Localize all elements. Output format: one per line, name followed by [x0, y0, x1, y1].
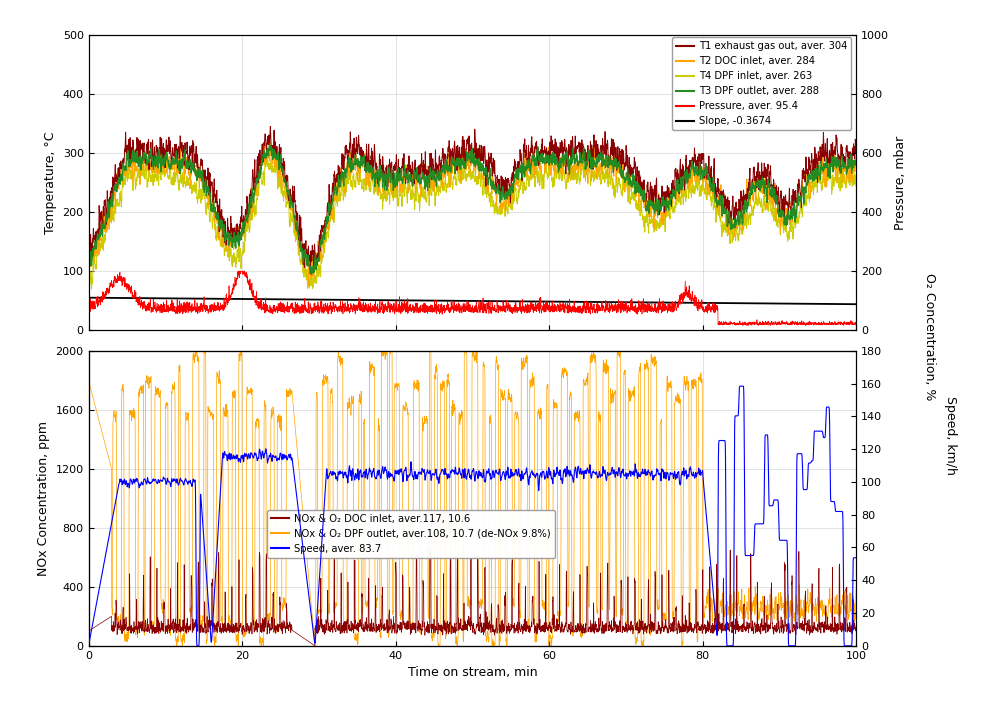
Legend: T1 exhaust gas out, aver. 304, T2 DOC inlet, aver. 284, T4 DPF inlet, aver. 263,: T1 exhaust gas out, aver. 304, T2 DOC in… — [672, 37, 851, 130]
X-axis label: Time on stream, min: Time on stream, min — [407, 666, 537, 680]
Y-axis label: NOx Concentration, ppm: NOx Concentration, ppm — [37, 420, 50, 576]
Text: Speed, km/h: Speed, km/h — [944, 396, 957, 475]
Y-axis label: Temperature, °C: Temperature, °C — [44, 131, 57, 234]
Text: O₂ Concentration, %: O₂ Concentration, % — [923, 273, 937, 401]
Y-axis label: Pressure, mbar: Pressure, mbar — [894, 135, 907, 230]
Legend: NOx & O₂ DOC inlet, aver.117, 10.6, NOx & O₂ DPF outlet, aver.108, 10.7 (de-NOx : NOx & O₂ DOC inlet, aver.117, 10.6, NOx … — [267, 510, 555, 557]
